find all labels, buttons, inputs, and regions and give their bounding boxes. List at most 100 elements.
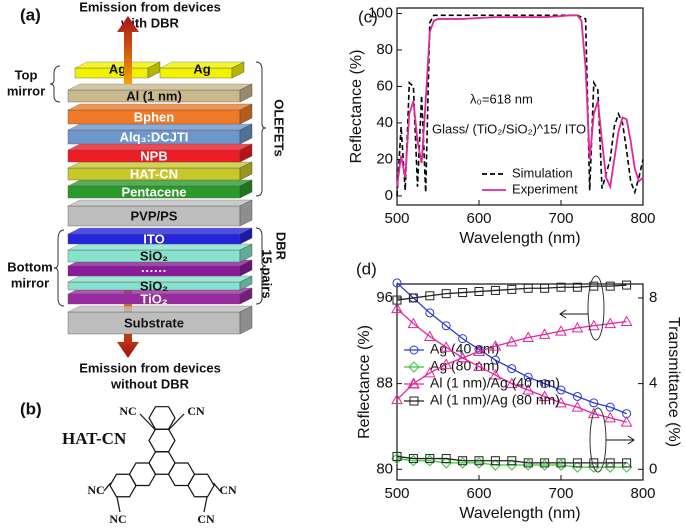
y-tick-label: 80 <box>376 41 393 58</box>
marker <box>441 289 451 299</box>
y-tick-label: 96 <box>376 289 393 306</box>
marker <box>392 278 402 288</box>
marker <box>391 302 403 314</box>
marker <box>523 283 533 293</box>
y-tick-label: 100 <box>368 4 393 21</box>
layer-label: SiO₂ <box>140 278 168 293</box>
layer-top <box>67 199 253 207</box>
layer-side <box>239 199 253 227</box>
marker <box>473 360 485 371</box>
marker <box>392 451 402 461</box>
marker <box>571 461 584 473</box>
annotation: Glass/ (TiO₂/SiO₂)^15/ ITO <box>432 121 586 136</box>
marker <box>555 325 567 336</box>
legend-label: Simulation <box>512 165 573 180</box>
y-tick-label: 88 <box>376 375 393 392</box>
marker <box>423 366 436 378</box>
layer-label: Bphen <box>134 109 175 124</box>
y-tick-label: 40 <box>376 114 393 131</box>
emission-label: Emission from devices <box>79 360 221 375</box>
marker <box>408 293 418 303</box>
layer-label: HAT-CN <box>130 166 178 181</box>
legend-label: Al (1 nm)/Ag (40 nm) <box>430 375 560 391</box>
marker <box>572 391 582 401</box>
marker <box>604 411 617 423</box>
legend-marker <box>409 345 419 355</box>
ag-pad-side <box>231 61 245 79</box>
marker <box>473 345 485 356</box>
legend-marker <box>409 396 419 406</box>
annotation: λ₀=618 nm <box>470 91 533 106</box>
panel-label: (b) <box>20 399 42 418</box>
layer-label: Al (1 nm) <box>126 88 182 103</box>
y-tick-label: 0 <box>385 187 393 204</box>
layer-side <box>239 275 253 291</box>
layer-side <box>239 227 253 245</box>
layer-label: ······ <box>141 263 167 278</box>
marker <box>523 458 533 468</box>
x-tick-label: 600 <box>466 485 491 502</box>
y-axis-label: Reflectance (%) <box>356 325 373 439</box>
mirror-label: Bottom <box>7 259 53 274</box>
marker <box>505 335 518 347</box>
layer-side <box>239 179 253 199</box>
x-axis-label: Wavelength (nm) <box>459 230 580 247</box>
marker <box>622 458 632 468</box>
y-tick-label: 20 <box>376 150 393 167</box>
ring <box>148 406 176 430</box>
marker <box>507 284 517 294</box>
marker <box>458 334 468 344</box>
series-line <box>396 282 627 415</box>
marker <box>620 416 633 427</box>
marker <box>490 355 500 365</box>
x-tick-label: 600 <box>466 210 491 227</box>
group-ellipse <box>587 275 605 341</box>
layer-label: SiO₂ <box>140 248 168 263</box>
marker <box>571 321 584 333</box>
series-line <box>396 320 627 401</box>
x-tick-label: 800 <box>630 210 655 227</box>
marker <box>407 317 420 329</box>
legend-label: Al (1 nm)/Ag (80 nm) <box>430 392 560 408</box>
marker <box>441 321 451 331</box>
bond <box>203 496 208 513</box>
layer-side <box>239 305 253 335</box>
mirror-label: mirror <box>11 275 49 290</box>
marker <box>587 407 600 419</box>
marker <box>423 330 436 341</box>
marker <box>588 461 600 473</box>
y2-axis-label: Transmittance (%) <box>665 317 682 447</box>
y-tick-label: 60 <box>376 77 393 94</box>
brace <box>255 227 267 305</box>
pad-label: Ag <box>109 61 126 76</box>
panel-label: (c) <box>358 7 378 26</box>
marker <box>604 461 616 473</box>
legend-label: Experiment <box>512 181 578 196</box>
bond <box>213 482 221 492</box>
marker <box>587 319 600 331</box>
marker <box>425 291 435 301</box>
marker <box>589 398 599 408</box>
marker <box>392 295 402 305</box>
group-label: CN <box>187 404 205 418</box>
bond <box>116 496 121 513</box>
marker <box>505 377 518 389</box>
marker <box>441 454 451 464</box>
marker <box>522 331 535 343</box>
marker <box>571 401 584 412</box>
layer-side <box>239 287 253 305</box>
marker <box>474 456 484 466</box>
marker <box>440 341 453 352</box>
marker <box>490 456 500 466</box>
bond <box>168 413 185 431</box>
group-arrow <box>559 309 588 319</box>
marker <box>540 283 550 293</box>
group-label: NC <box>109 512 126 526</box>
marker <box>489 369 502 380</box>
series-line <box>396 455 627 464</box>
marker <box>556 385 566 395</box>
series-line <box>396 14 644 196</box>
layer-label: ITO <box>143 231 164 246</box>
ring <box>109 473 137 498</box>
